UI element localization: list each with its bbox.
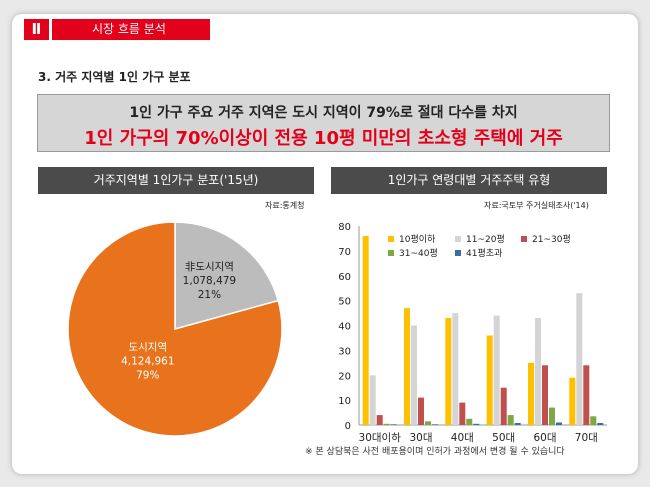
bar-2-0 <box>445 318 452 425</box>
bar-4-2 <box>542 365 548 425</box>
bar-3-0 <box>486 335 493 425</box>
bar-3-4 <box>514 423 521 425</box>
legend-label: 41평초과 <box>466 248 502 259</box>
bar-0-4 <box>390 424 397 425</box>
x-tick-label: 50대 <box>492 432 515 444</box>
pie-label-urban-value: 4,124,961 <box>121 356 174 368</box>
bar-5-4 <box>597 423 604 425</box>
bar-1-2 <box>418 397 424 425</box>
pie-label-non-urban-percent: 21% <box>198 289 221 301</box>
x-tick-label: 60대 <box>533 432 556 444</box>
bar-5-1 <box>576 293 583 425</box>
bar-2-1 <box>452 313 459 425</box>
bar-chart: 0 10 20 30 40 50 60 70 80 30대이하 30대 40대 50대 60대 70대 10평… <box>338 222 607 444</box>
y-tick-label: 0 <box>345 421 351 432</box>
legend-swatch <box>388 250 394 256</box>
bar-1-0 <box>404 308 410 425</box>
y-tick-label: 70 <box>338 247 351 258</box>
bar-source-note: 자료:국토부 주거실태조사('14) <box>484 201 589 210</box>
y-tick-label: 80 <box>338 222 351 233</box>
page-subheading: 3. 거주 지역별 1인 가구 분포 <box>38 70 191 84</box>
x-tick-label: 30대 <box>409 432 432 444</box>
pie-slice-urban <box>67 221 283 437</box>
y-tick-label: 60 <box>338 272 351 283</box>
pie-panel-title: 거주지역별 1인가구 분포('15년) <box>38 167 314 194</box>
y-tick-label: 30 <box>338 346 351 357</box>
pie-source-note: 자료:통계청 <box>265 201 305 210</box>
bar-panel-title: 1인가구 연령대별 거주주택 유형 <box>331 167 607 194</box>
pie-label-urban-name: 도시지역 <box>128 342 167 354</box>
key-message-line2: 1인 가구의 70%이상이 전용 10평 미만의 초소형 주택에 거주 <box>84 128 563 149</box>
bar-1-1 <box>411 325 417 425</box>
bar-0-1 <box>369 375 376 426</box>
bar-3-1 <box>493 315 500 425</box>
bar-1-4 <box>432 424 438 425</box>
bar-3-3 <box>507 415 514 425</box>
bar-2-4 <box>473 423 480 425</box>
pie-label-urban-percent: 79% <box>136 370 159 382</box>
legend-label: 11~20평 <box>466 234 505 245</box>
bar-2-3 <box>466 418 473 425</box>
section-title: 시장 흐름 분석 <box>52 19 210 40</box>
legend-swatch <box>521 236 527 242</box>
legend-label: 31~40평 <box>399 248 438 259</box>
legend-swatch <box>455 250 461 256</box>
bar-0-0 <box>362 236 369 425</box>
bar-1-3 <box>425 421 431 425</box>
bar-5-0 <box>569 377 576 425</box>
pie-label-non-urban-value: 1,078,479 <box>183 275 236 287</box>
bar-0-3 <box>383 423 390 425</box>
bar-0-2 <box>376 415 383 425</box>
bar-4-3 <box>549 407 555 425</box>
bar-4-0 <box>528 362 534 425</box>
bar-5-3 <box>590 416 597 425</box>
pie-chart: 非도시지역 1,078,479 21% 도시지역 4,124,961 79% <box>67 221 283 437</box>
x-tick-label: 30대이하 <box>359 431 402 444</box>
bar-3-2 <box>500 387 507 425</box>
pie-slice-non-urban <box>174 221 280 330</box>
section-number-badge: Ⅱ <box>24 19 49 40</box>
x-tick-label: 40대 <box>451 432 474 444</box>
bar-4-4 <box>556 422 562 425</box>
y-tick-label: 10 <box>338 396 351 407</box>
legend-label: 21~30평 <box>532 234 571 245</box>
key-message-box: 1인 가구 주요 거주 지역은 도시 지역이 79%로 절대 다수를 차지 1인… <box>37 94 610 152</box>
bar-2-2 <box>459 402 466 425</box>
legend-swatch <box>388 236 394 242</box>
bar-5-2 <box>583 365 590 425</box>
key-message-line1: 1인 가구 주요 거주 지역은 도시 지역이 79%로 절대 다수를 차지 <box>129 105 518 121</box>
y-tick-label: 20 <box>338 371 351 382</box>
pie-label-non-urban-name: 非도시지역 <box>185 261 234 273</box>
legend-label: 10평이하 <box>399 234 436 245</box>
legend-swatch <box>455 236 461 242</box>
y-tick-label: 50 <box>338 297 351 308</box>
x-tick-label: 70대 <box>575 432 598 444</box>
footnote: ※ 본 상담북은 사전 배포용이며 인허가 과정에서 변경 될 수 있습니다 <box>305 447 565 457</box>
bar-4-1 <box>535 318 541 425</box>
y-tick-label: 40 <box>338 322 351 333</box>
